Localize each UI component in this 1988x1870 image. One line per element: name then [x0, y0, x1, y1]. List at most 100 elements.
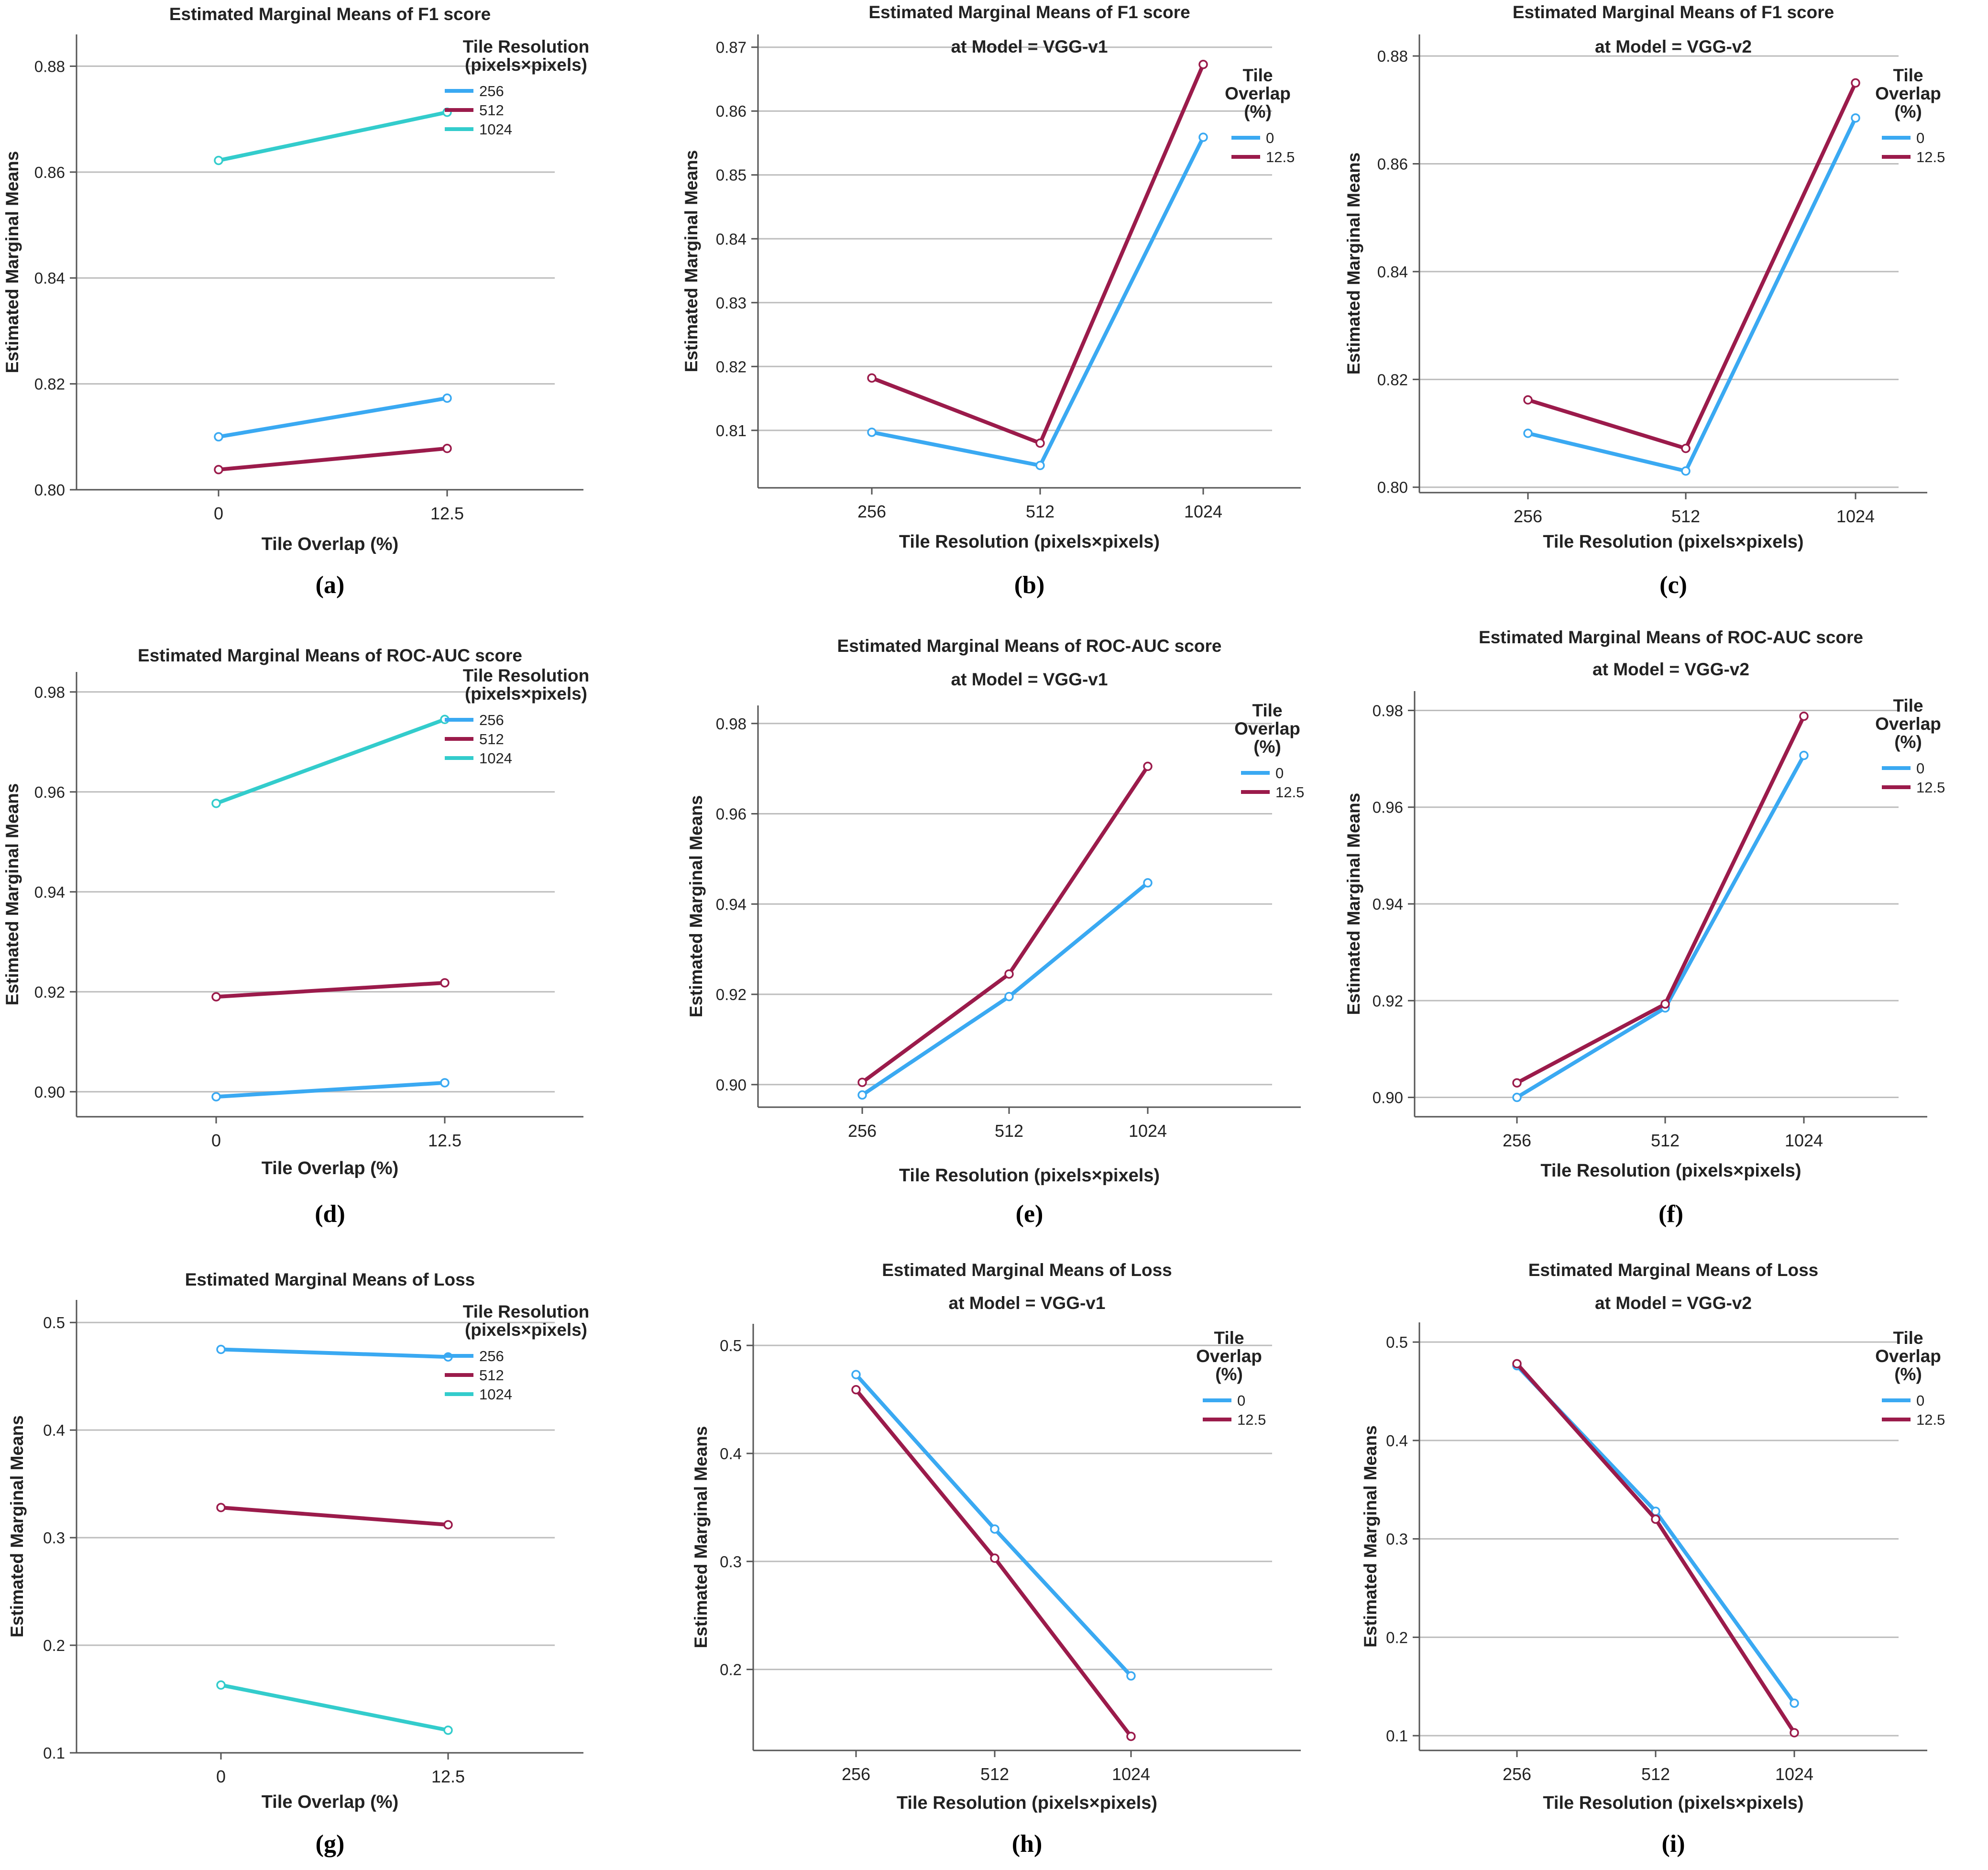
- x-tick-label: 512: [980, 1764, 1009, 1784]
- y-tick-label: 0.4: [720, 1445, 742, 1463]
- x-tick-label: 1024: [1112, 1764, 1150, 1784]
- x-tick-label: 512: [1641, 1764, 1670, 1784]
- y-tick-label: 0.92: [1373, 992, 1403, 1010]
- y-tick-label: 0.2: [1386, 1628, 1408, 1646]
- y-axis-label: Estimated Marginal Means: [7, 1415, 27, 1638]
- data-point: [1143, 761, 1153, 771]
- x-axis-label: Tile Resolution (pixels×pixels): [1543, 1793, 1803, 1813]
- series-line-256: [217, 396, 449, 439]
- data-point: [216, 1680, 226, 1690]
- series-line-1024: [217, 110, 449, 163]
- chart-panel-e: 0.90 0.92 0.94 0.96 0.98 256 512 1024 Estimated …: [686, 636, 1304, 1228]
- data-point: [857, 1078, 867, 1087]
- y-axis-label: Estimated Marginal Means: [2, 151, 22, 374]
- legend-title: Overlap: [1234, 719, 1300, 738]
- data-point: [851, 1370, 861, 1379]
- y-tick-label: 0.92: [716, 986, 747, 1003]
- legend-title: Tile: [1893, 66, 1923, 85]
- legend-label: 12.5: [1266, 149, 1295, 165]
- y-tick-label: 0.5: [1386, 1333, 1408, 1351]
- y-tick-label: 0.3: [43, 1529, 65, 1547]
- chart-panel-b: 0.81 0.82 0.83 0.84 0.85 0.86 0.87 256 512 1024 Es…: [681, 2, 1301, 599]
- legend-label: 256: [479, 712, 504, 728]
- y-tick-label: 0.86: [1377, 155, 1408, 173]
- chart-title: at Model = VGG-v2: [1593, 660, 1749, 679]
- x-tick-label: 256: [1503, 1764, 1531, 1784]
- legend-title: Tile: [1893, 1328, 1923, 1348]
- legend-label: 0: [1266, 130, 1274, 146]
- legend-label: 1024: [479, 1386, 512, 1403]
- legend: Tile Resolution(pixels×pixels) 256 512 1024: [445, 1302, 589, 1403]
- y-tick-label: 0.96: [1373, 799, 1403, 816]
- chart-title: at Model = VGG-v1: [951, 37, 1108, 56]
- series-line-512: [217, 446, 449, 472]
- data-point: [211, 992, 221, 1001]
- x-tick-label: 1024: [1129, 1121, 1167, 1141]
- data-point: [857, 1090, 867, 1100]
- y-tick-label: 0.86: [716, 102, 747, 120]
- y-tick-label: 0.2: [720, 1661, 742, 1679]
- x-tick-label: 256: [848, 1121, 877, 1141]
- legend-label: 1024: [479, 750, 512, 767]
- series-line-12.5: [854, 1387, 1133, 1738]
- chart-title: Estimated Marginal Means of F1 score: [169, 4, 491, 24]
- legend-label: 512: [479, 102, 504, 119]
- y-tick-label: 0.98: [1373, 702, 1403, 719]
- y-tick-label: 0.90: [1373, 1089, 1403, 1107]
- legend-label: 0: [1275, 765, 1284, 781]
- legend-title: (%): [1894, 1364, 1922, 1384]
- x-tick-label: 0: [216, 1767, 226, 1786]
- chart-panel-a: 0.80 0.82 0.84 0.86 0.88 0 12.5 Estimated Margi…: [2, 4, 589, 599]
- data-point: [1143, 878, 1153, 888]
- y-tick-label: 0.90: [34, 1083, 65, 1101]
- legend-title: (pixels×pixels): [465, 55, 587, 75]
- data-point: [1681, 443, 1691, 453]
- data-point: [1660, 999, 1670, 1009]
- chart-panel-f: 0.90 0.92 0.94 0.96 0.98 256 512 1024 Estimated …: [1344, 627, 1945, 1228]
- y-axis-label: Estimated Marginal Means: [686, 795, 706, 1018]
- data-point: [214, 432, 223, 442]
- legend-title: Tile: [1214, 1328, 1244, 1348]
- x-tick-label: 12.5: [430, 504, 464, 523]
- y-tick-label: 0.90: [716, 1076, 747, 1094]
- y-tick-label: 0.82: [1377, 371, 1408, 388]
- data-point: [1651, 1514, 1660, 1524]
- legend-title: (%): [1894, 102, 1922, 121]
- y-tick-label: 0.94: [34, 883, 65, 901]
- data-point: [1198, 132, 1208, 142]
- x-tick-label: 1024: [1785, 1131, 1823, 1150]
- chart-title: Estimated Marginal Means of Loss: [185, 1270, 475, 1289]
- series-line-0: [1526, 116, 1857, 473]
- x-tick-label: 1024: [1184, 502, 1222, 521]
- panel-caption: (i): [1661, 1830, 1685, 1858]
- panel-caption: (a): [316, 572, 345, 599]
- legend-title: Tile Resolution: [463, 37, 590, 56]
- y-tick-label: 0.80: [1377, 479, 1408, 496]
- y-tick-label: 0.92: [34, 983, 65, 1001]
- legend-label: 12.5: [1916, 779, 1945, 796]
- y-tick-label: 0.5: [43, 1314, 65, 1331]
- x-tick-label: 256: [1503, 1131, 1531, 1150]
- data-point: [216, 1344, 226, 1354]
- y-tick-label: 0.80: [34, 481, 65, 499]
- x-tick-label: 0: [214, 504, 223, 523]
- legend-label: 12.5: [1275, 784, 1304, 801]
- y-tick-label: 0.94: [716, 895, 747, 913]
- data-point: [1512, 1078, 1522, 1088]
- series-line-12.5: [1526, 81, 1857, 451]
- chart-title: at Model = VGG-v1: [951, 670, 1108, 689]
- y-tick-label: 0.84: [1377, 263, 1408, 281]
- data-point: [1035, 438, 1045, 448]
- chart-title: Estimated Marginal Means of ROC-AUC scor…: [1479, 627, 1863, 647]
- panel-caption: (g): [316, 1830, 345, 1858]
- x-axis-label: Tile Resolution (pixels×pixels): [1543, 532, 1803, 552]
- y-tick-label: 0.84: [716, 230, 747, 248]
- y-tick-label: 0.84: [34, 269, 65, 287]
- y-tick-label: 0.98: [716, 715, 747, 733]
- y-tick-label: 0.96: [716, 805, 747, 823]
- chart-title: Estimated Marginal Means of F1 score: [1513, 2, 1834, 22]
- x-tick-label: 256: [842, 1764, 870, 1784]
- series-line-0: [860, 880, 1150, 1097]
